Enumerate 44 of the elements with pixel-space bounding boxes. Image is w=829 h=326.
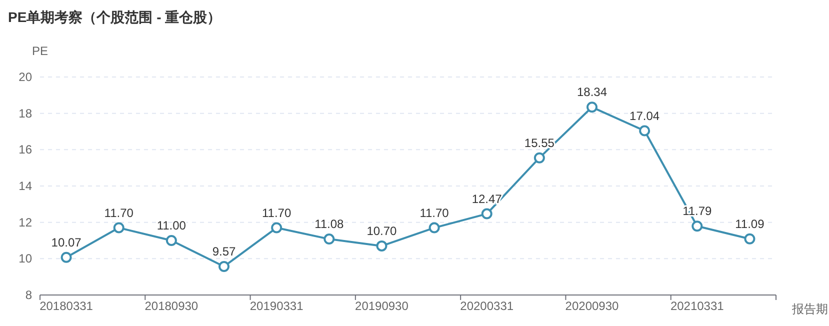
y-tick-label: 8	[25, 288, 32, 302]
x-tick-label: 20200331	[460, 299, 514, 313]
text: 18.34	[576, 85, 608, 100]
point	[218, 260, 230, 272]
x-tick-label: 20190930	[355, 299, 409, 313]
point	[60, 252, 72, 263]
text: 12.47	[472, 192, 502, 206]
text: 10.07	[51, 235, 82, 250]
point	[586, 102, 598, 113]
y-axis-title: PE	[32, 44, 48, 58]
point	[534, 152, 545, 164]
point	[166, 235, 177, 246]
point	[481, 208, 492, 220]
text: 9.57	[212, 244, 236, 258]
y-tick-label: 20	[18, 70, 32, 84]
point	[113, 222, 124, 234]
x-axis-title: 报告期	[791, 302, 828, 316]
x-tick-label: 20180331	[40, 299, 94, 313]
text: 11.70	[262, 206, 292, 220]
text: 11.09	[735, 216, 764, 231]
text: 11.70	[104, 206, 134, 220]
point	[428, 222, 440, 234]
y-tick-label: 14	[18, 179, 32, 193]
text: 15.55	[524, 136, 554, 150]
text: 11.00	[156, 218, 186, 232]
y-tick-label: 18	[18, 106, 32, 120]
y-tick-label: 12	[18, 215, 32, 230]
chart-title: PE单期考察（个股范围 - 重仓股）	[8, 9, 222, 25]
x-tick-label: 20190331	[250, 299, 304, 313]
point	[324, 234, 335, 245]
text: 17.04	[630, 108, 660, 123]
x-tick-label: 20200930	[565, 299, 620, 313]
point	[376, 240, 388, 252]
point	[639, 125, 650, 136]
y-tick-label: 16	[18, 142, 32, 157]
point	[692, 220, 703, 232]
y-tick-label: 10	[18, 252, 32, 266]
x-tick-label: 20180930	[144, 299, 198, 313]
text: 11.70	[420, 206, 449, 220]
point	[744, 233, 756, 244]
point	[271, 222, 282, 234]
text: 10.70	[366, 224, 397, 238]
text: 11.08	[314, 217, 344, 232]
x-tick-label: 20210331	[670, 299, 724, 313]
